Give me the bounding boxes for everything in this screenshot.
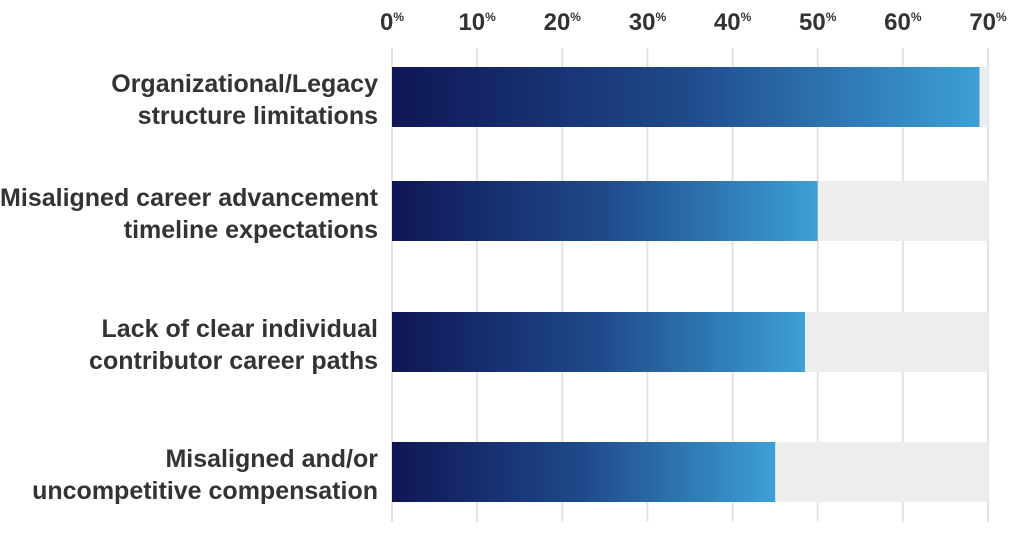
category-label-4: Misaligned and/or uncompetitive compensat… (32, 445, 378, 505)
bar-1 (392, 67, 980, 127)
x-tick-label-70: 70% (969, 9, 1007, 36)
x-tick-label-0: 0% (380, 9, 404, 36)
bar-3 (392, 312, 805, 372)
category-labels: Organizational/Legacy structure limitatio… (0, 70, 379, 505)
category-label-2: Misaligned career advancement timeline ex… (0, 184, 379, 244)
bar-4 (392, 442, 776, 502)
x-tick-label-20: 20% (544, 9, 582, 36)
x-tick-label-30: 30% (629, 9, 667, 36)
x-tick-label-50: 50% (799, 9, 837, 36)
x-tick-label-60: 60% (884, 9, 922, 36)
category-label-3: Lack of clear individual contributor care… (89, 315, 378, 375)
category-label-1: Organizational/Legacy structure limitatio… (111, 70, 378, 130)
bar-2 (392, 181, 818, 241)
x-axis-ticks: 0% 10% 20% 30% 40% 50% 60% 70% (380, 9, 1007, 36)
x-tick-label-40: 40% (714, 9, 752, 36)
bar-tracks (392, 67, 988, 502)
bars (392, 67, 980, 502)
x-tick-label-10: 10% (458, 9, 496, 36)
